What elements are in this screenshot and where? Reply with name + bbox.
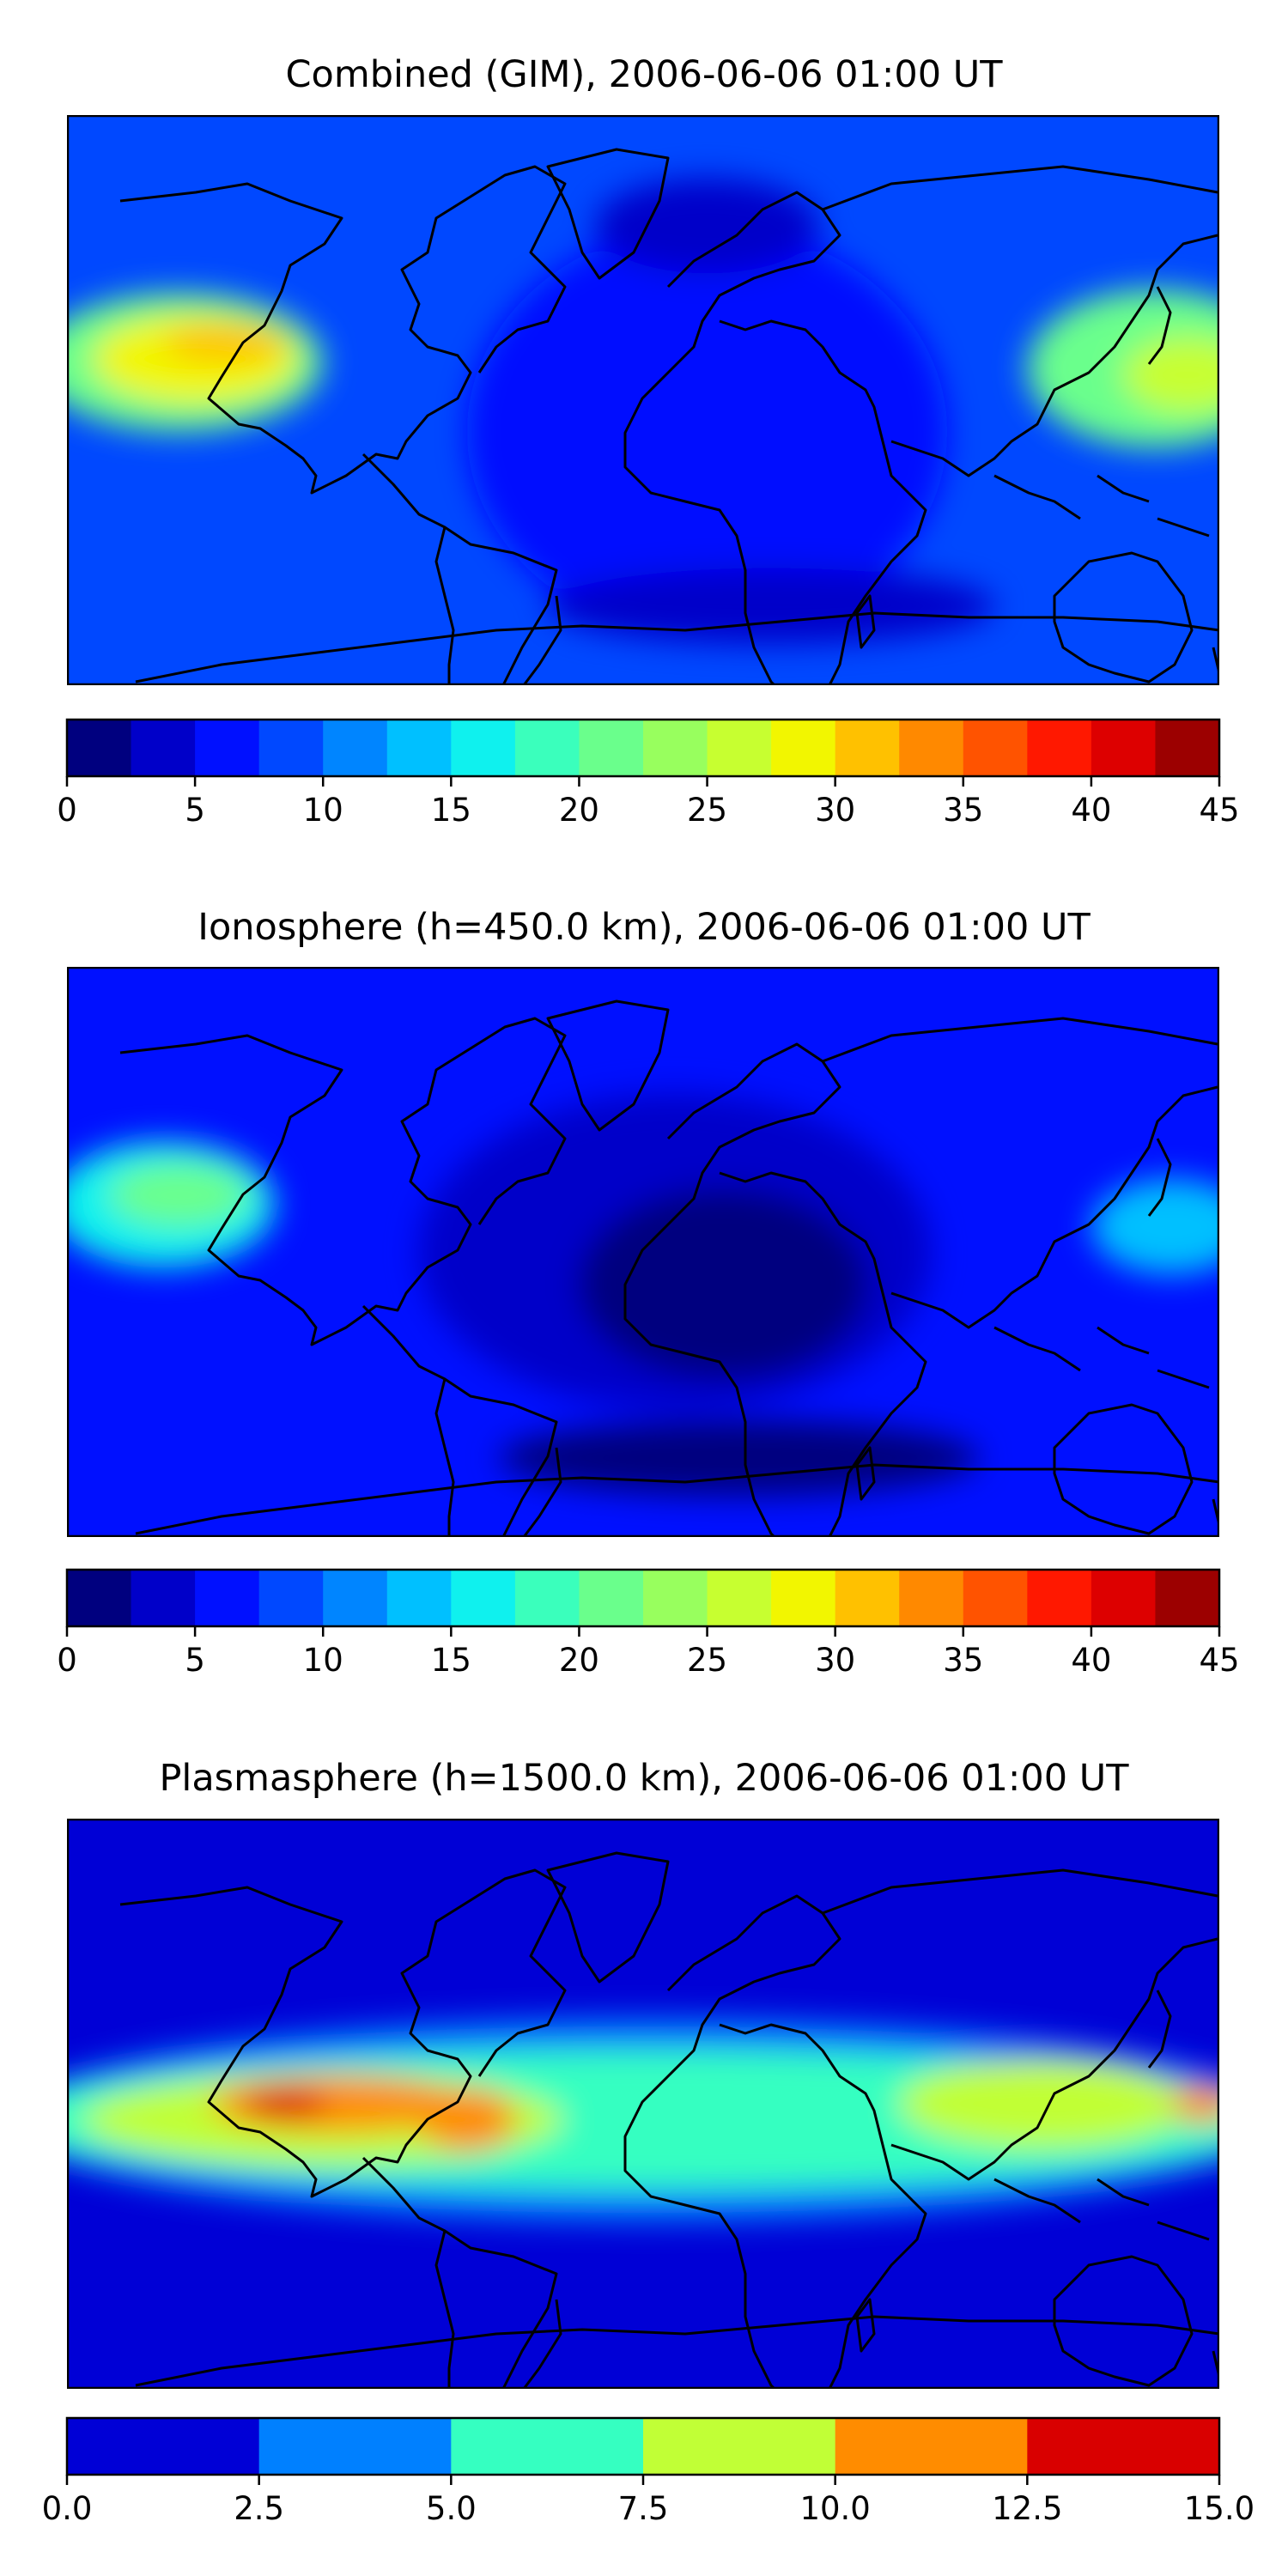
- colorbar-swatch: [963, 1570, 1028, 1626]
- colorbar-swatch: [1027, 1570, 1092, 1626]
- colorbar-swatch: [643, 1570, 708, 1626]
- colorbar-tick-label: 7.5: [618, 2490, 669, 2527]
- colorbar-swatch: [899, 720, 964, 776]
- panel-title: Combined (GIM), 2006-06-06 01:00 UT: [285, 53, 1003, 96]
- map-frame: [67, 1819, 1219, 2389]
- panel-combined: Combined (GIM), 2006-06-06 01:00 UT 0 5 10…: [0, 0, 1288, 859]
- tec-region-6: [1171, 2084, 1219, 2123]
- colorbar-swatch: [835, 720, 900, 776]
- colorbar-swatch: [67, 2418, 260, 2475]
- colorbar-tick-label: 15: [431, 1642, 471, 1679]
- colorbar-swatch: [323, 720, 388, 776]
- colorbar-tick-label: 5: [185, 1642, 205, 1679]
- colorbar-frame: [65, 718, 1221, 778]
- colorbar-swatch: [1091, 720, 1156, 776]
- colorbar-tick-label: 0.0: [42, 2490, 93, 2527]
- colorbar-swatch: [195, 720, 260, 776]
- colorbar-swatch: [386, 720, 452, 776]
- tec-region-6: [595, 178, 820, 274]
- colorbar-swatch: [899, 1570, 964, 1626]
- colorbar-tick-label: 5.0: [426, 2490, 477, 2527]
- panel-ionosphere: Ionosphere (h=450.0 km), 2006-06-06 01:0…: [57, 906, 1240, 1679]
- colorbar-tick-label: 30: [815, 1642, 855, 1679]
- tec-region-3: [899, 2059, 1188, 2148]
- colorbar-tick-label: 45: [1199, 792, 1239, 829]
- colorbar-swatch: [258, 720, 324, 776]
- colorbar-plasmasphere: 0.0 2.5 5.0 7.5 10.0 12.5 15.0: [42, 2416, 1255, 2527]
- tec-region-7: [243, 2087, 326, 2120]
- tec-region-5: [466, 226, 948, 638]
- colorbar-tick-label: 2.5: [234, 2490, 284, 2527]
- colorbar-swatch: [835, 2418, 1028, 2475]
- colorbar-swatch: [579, 1570, 644, 1626]
- tec-region-2: [1091, 1179, 1219, 1274]
- colorbar-swatch: [1027, 2418, 1220, 2475]
- colorbar-swatch: [258, 1570, 324, 1626]
- colorbar-tick-label: 0: [57, 792, 77, 829]
- colorbar-swatch: [643, 2418, 836, 2475]
- colorbar-swatch: [451, 720, 516, 776]
- colorbar-swatch: [195, 1570, 260, 1626]
- colorbar-tick-label: 25: [687, 792, 727, 829]
- colorbar-tick-label: 20: [559, 792, 599, 829]
- colorbar-tick-label: 15: [431, 792, 471, 829]
- colorbar-swatch: [131, 720, 196, 776]
- colorbar-swatch: [258, 2418, 452, 2475]
- colorbar-swatch: [1155, 720, 1220, 776]
- colorbar-tick-label: 30: [815, 792, 855, 829]
- colorbar-tick-label: 0: [57, 1642, 77, 1679]
- colorbar-swatch: [771, 1570, 836, 1626]
- colorbar-combined: 0 5 10 15 20 25 30 35 40 45: [57, 718, 1240, 829]
- colorbar-tick-label: 20: [559, 1642, 599, 1679]
- colorbar-tick-label: 5: [185, 792, 205, 829]
- tec-map-plasmasphere: [67, 1819, 1219, 2389]
- colorbar-tick-label: 25: [687, 1642, 727, 1679]
- colorbar-swatch: [579, 720, 644, 776]
- colorbar-tick-label: 35: [943, 1642, 983, 1679]
- colorbar-tick-label: 45: [1199, 1642, 1239, 1679]
- colorbar-tick-label: 40: [1071, 792, 1111, 829]
- colorbar-swatch: [451, 1570, 516, 1626]
- colorbar-frame: [65, 1568, 1221, 1628]
- panel-title: Ionosphere (h=450.0 km), 2006-06-06 01:0…: [197, 906, 1091, 949]
- colorbar-swatch: [1155, 1570, 1220, 1626]
- colorbar-tick-label: 10: [303, 792, 343, 829]
- colorbar-swatch: [67, 1570, 132, 1626]
- map-frame: [67, 115, 1219, 685]
- colorbar-tick-label: 15.0: [1184, 2490, 1255, 2527]
- tec-region-4: [1123, 337, 1219, 413]
- colorbar-swatch: [514, 720, 580, 776]
- colorbar-ionosphere: 0 5 10 15 20 25 30 35 40 45: [57, 1568, 1240, 1679]
- tec-region-5: [419, 2087, 515, 2152]
- colorbar-swatch: [771, 720, 836, 776]
- colorbar-swatch: [131, 1570, 196, 1626]
- colorbar-tick-label: 10.0: [799, 2490, 870, 2527]
- colorbar-swatch: [514, 1570, 580, 1626]
- colorbar-swatch: [643, 720, 708, 776]
- tec-map-ionosphere: [67, 967, 1219, 1537]
- tec-region-4: [579, 1188, 867, 1379]
- colorbar-swatch: [1027, 720, 1092, 776]
- colorbar-tick-label: 35: [943, 792, 983, 829]
- colorbar-swatch: [835, 1570, 900, 1626]
- colorbar-swatch: [67, 720, 132, 776]
- map-frame: [67, 967, 1219, 1537]
- colorbar-swatch: [451, 2418, 644, 2475]
- colorbar-swatch: [323, 1570, 388, 1626]
- colorbar-tick-label: 10: [303, 1642, 343, 1679]
- colorbar-swatch: [707, 1570, 772, 1626]
- colorbar-swatch: [963, 720, 1028, 776]
- colorbar-swatch: [1091, 1570, 1156, 1626]
- tec-region-1: [108, 1163, 250, 1227]
- panel-title: Plasmasphere (h=1500.0 km), 2006-06-06 0…: [159, 1757, 1129, 1800]
- colorbar-swatch: [386, 1570, 452, 1626]
- tec-map-combined: [67, 115, 1219, 685]
- colorbar-tick-label: 40: [1071, 1642, 1111, 1679]
- tec-region-7: [547, 568, 996, 645]
- tec-region-2: [162, 324, 291, 362]
- colorbar-tick-label: 12.5: [992, 2490, 1062, 2527]
- colorbar-swatch: [707, 720, 772, 776]
